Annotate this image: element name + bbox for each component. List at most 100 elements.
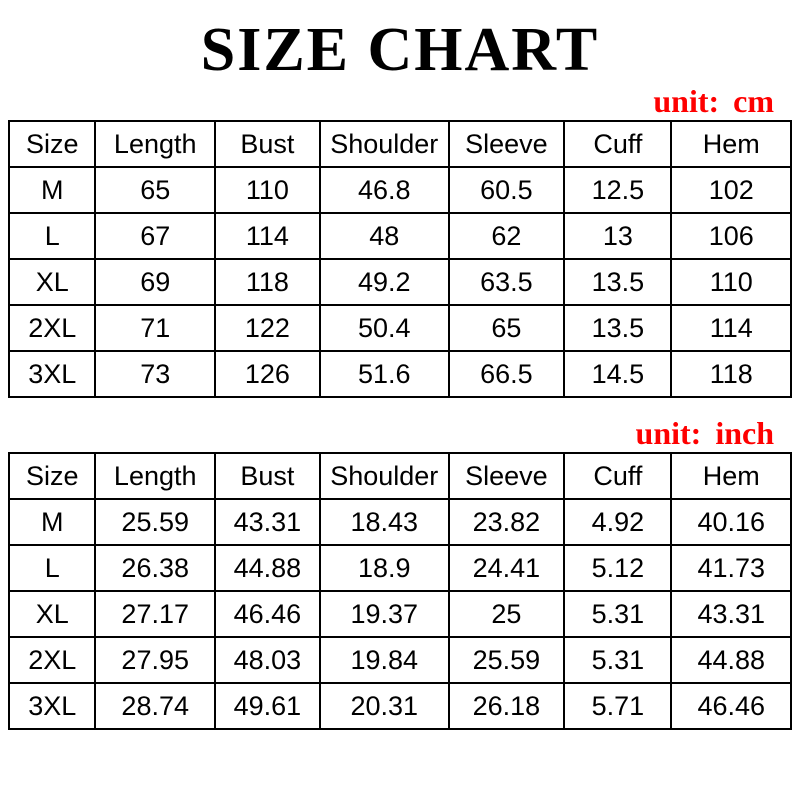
value-cell: 69 [94, 258, 216, 306]
value-cell: 60.5 [447, 166, 566, 214]
value-cell: 20.31 [318, 682, 450, 730]
value-cell: 118 [213, 258, 321, 306]
value-cell: 43.31 [213, 498, 321, 546]
value-cell: 49.2 [318, 258, 450, 306]
column-header: Cuff [563, 452, 673, 500]
value-cell: 19.84 [318, 636, 450, 684]
size-table-inch: Size Length Bust Shoulder Sleeve Cuff Hem M 25.5… [7, 452, 792, 730]
value-cell: 51.6 [318, 350, 450, 398]
value-cell: 5.31 [563, 590, 673, 638]
table-row: 3XL 73 126 51.6 66.5 14.5 118 [7, 350, 792, 398]
value-cell: 13 [563, 212, 673, 260]
value-cell: 23.82 [447, 498, 566, 546]
size-cell: M [7, 166, 97, 214]
value-cell: 50.4 [318, 304, 450, 352]
value-cell: 46.46 [670, 682, 792, 730]
column-header: Hem [670, 452, 792, 500]
table-row: 2XL 71 122 50.4 65 13.5 114 [7, 304, 792, 352]
value-cell: 65 [447, 304, 566, 352]
value-cell: 25.59 [447, 636, 566, 684]
unit-label-cm: unit: cm [653, 83, 774, 119]
value-cell: 48 [318, 212, 450, 260]
size-cell: 3XL [7, 350, 97, 398]
value-cell: 25.59 [94, 498, 216, 546]
value-cell: 18.43 [318, 498, 450, 546]
value-cell: 46.46 [213, 590, 321, 638]
table-row: L 67 114 48 62 13 106 [7, 212, 792, 260]
value-cell: 19.37 [318, 590, 450, 638]
value-cell: 44.88 [670, 636, 792, 684]
value-cell: 5.31 [563, 636, 673, 684]
value-cell: 12.5 [563, 166, 673, 214]
value-cell: 14.5 [563, 350, 673, 398]
value-cell: 43.31 [670, 590, 792, 638]
column-header: Sleeve [447, 452, 566, 500]
value-cell: 5.71 [563, 682, 673, 730]
value-cell: 106 [670, 212, 792, 260]
value-cell: 4.92 [563, 498, 673, 546]
value-cell: 26.18 [447, 682, 566, 730]
value-cell: 102 [670, 166, 792, 214]
size-cell: XL [7, 258, 97, 306]
table-row: XL 69 118 49.2 63.5 13.5 110 [7, 258, 792, 306]
value-cell: 48.03 [213, 636, 321, 684]
value-cell: 40.16 [670, 498, 792, 546]
column-header: Cuff [563, 120, 673, 168]
table-row: 3XL 28.74 49.61 20.31 26.18 5.71 46.46 [7, 682, 792, 730]
value-cell: 25 [447, 590, 566, 638]
value-cell: 28.74 [94, 682, 216, 730]
column-header: Length [94, 120, 216, 168]
column-header: Hem [670, 120, 792, 168]
value-cell: 110 [213, 166, 321, 214]
table-row: XL 27.17 46.46 19.37 25 5.31 43.31 [7, 590, 792, 638]
value-cell: 24.41 [447, 544, 566, 592]
column-header: Size [7, 452, 97, 500]
value-cell: 63.5 [447, 258, 566, 306]
header-row: Size Length Bust Shoulder Sleeve Cuff Hem [7, 452, 792, 500]
column-header: Sleeve [447, 120, 566, 168]
value-cell: 13.5 [563, 258, 673, 306]
value-cell: 27.17 [94, 590, 216, 638]
table-row: 2XL 27.95 48.03 19.84 25.59 5.31 44.88 [7, 636, 792, 684]
value-cell: 26.38 [94, 544, 216, 592]
value-cell: 71 [94, 304, 216, 352]
size-cell: L [7, 212, 97, 260]
table-row: L 26.38 44.88 18.9 24.41 5.12 41.73 [7, 544, 792, 592]
page-title: SIZE CHART [200, 16, 600, 84]
value-cell: 114 [670, 304, 792, 352]
value-cell: 67 [94, 212, 216, 260]
column-header: Bust [213, 120, 321, 168]
value-cell: 5.12 [563, 544, 673, 592]
value-cell: 122 [213, 304, 321, 352]
size-cell: 3XL [7, 682, 97, 730]
value-cell: 62 [447, 212, 566, 260]
column-header: Shoulder [318, 120, 450, 168]
column-header: Size [7, 120, 97, 168]
value-cell: 110 [670, 258, 792, 306]
value-cell: 49.61 [213, 682, 321, 730]
size-cell: XL [7, 590, 97, 638]
size-cell: 2XL [7, 636, 97, 684]
column-header: Bust [213, 452, 321, 500]
value-cell: 18.9 [318, 544, 450, 592]
table-row: M 65 110 46.8 60.5 12.5 102 [7, 166, 792, 214]
value-cell: 13.5 [563, 304, 673, 352]
size-cell: M [7, 498, 97, 546]
value-cell: 65 [94, 166, 216, 214]
header-row: Size Length Bust Shoulder Sleeve Cuff Hem [7, 120, 792, 168]
value-cell: 114 [213, 212, 321, 260]
value-cell: 27.95 [94, 636, 216, 684]
size-table-cm: Size Length Bust Shoulder Sleeve Cuff Hem M 65 11… [7, 120, 792, 398]
value-cell: 41.73 [670, 544, 792, 592]
column-header: Length [94, 452, 216, 500]
table-row: M 25.59 43.31 18.43 23.82 4.92 40.16 [7, 498, 792, 546]
value-cell: 73 [94, 350, 216, 398]
value-cell: 46.8 [318, 166, 450, 214]
value-cell: 44.88 [213, 544, 321, 592]
size-cell: 2XL [7, 304, 97, 352]
value-cell: 66.5 [447, 350, 566, 398]
column-header: Shoulder [318, 452, 450, 500]
size-cell: L [7, 544, 97, 592]
value-cell: 126 [213, 350, 321, 398]
